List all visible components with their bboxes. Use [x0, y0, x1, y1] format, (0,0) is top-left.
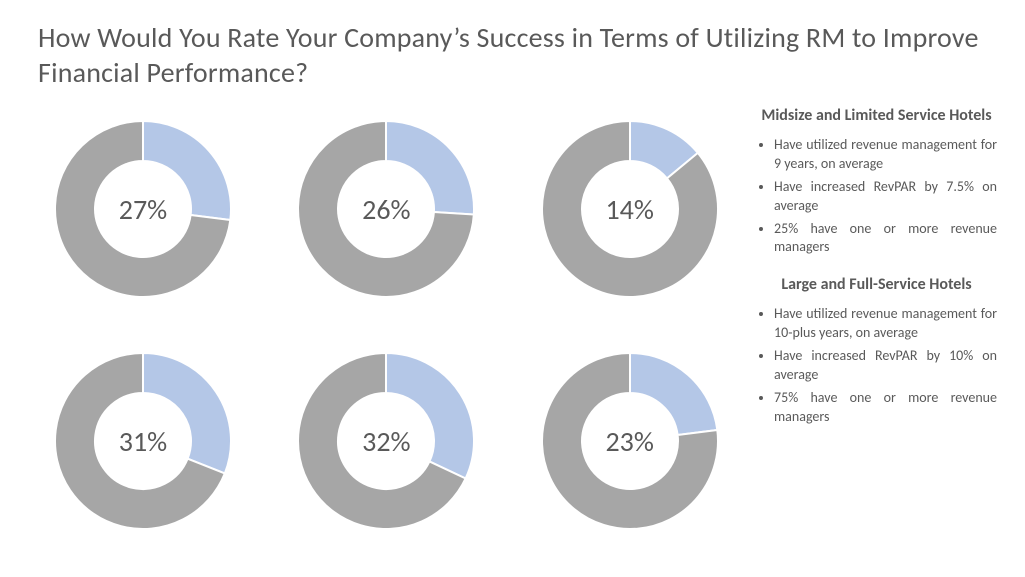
donut-chart: 26% — [281, 104, 491, 314]
donut-svg — [281, 104, 491, 314]
donut-segment-highlight — [630, 353, 717, 435]
list-item: Have increased RevPAR by 7.5% on average — [774, 178, 997, 216]
slide-title: How Would You Rate Your Company’s Succes… — [38, 20, 997, 90]
sidebar-heading-1: Midsize and Limited Service Hotels — [756, 106, 997, 126]
list-item: 25% have one or more revenue managers — [774, 220, 997, 258]
donut-svg — [38, 336, 248, 546]
list-item: Have increased RevPAR by 10% on average — [774, 347, 997, 385]
list-item: 75% have one or more revenue managers — [774, 389, 997, 427]
sidebar-heading-2: Large and Full-Service Hotels — [756, 275, 997, 295]
donut-segment-highlight — [143, 121, 231, 220]
donut-svg — [525, 104, 735, 314]
sidebar: Midsize and Limited Service Hotels Have … — [756, 104, 997, 546]
donut-svg — [38, 104, 248, 314]
donut-chart: 23% — [525, 336, 735, 546]
slide-body: 27% 26% 14% 31% 32% 23% — [38, 104, 997, 546]
list-item: Have utilized revenue management for 9 y… — [774, 136, 997, 174]
slide: How Would You Rate Your Company’s Succes… — [0, 0, 1025, 577]
list-item: Have utilized revenue management for 10-… — [774, 305, 997, 343]
donut-chart: 32% — [281, 336, 491, 546]
donut-segment-highlight — [386, 353, 474, 478]
donut-svg — [525, 336, 735, 546]
donut-segment-highlight — [386, 121, 474, 215]
donut-chart: 27% — [38, 104, 248, 314]
sidebar-list-1: Have utilized revenue management for 9 y… — [756, 136, 997, 257]
donut-chart: 31% — [38, 336, 248, 546]
sidebar-list-2: Have utilized revenue management for 10-… — [756, 305, 997, 426]
donut-segment-highlight — [143, 353, 231, 473]
donut-grid: 27% 26% 14% 31% 32% 23% — [38, 104, 738, 546]
donut-chart: 14% — [525, 104, 735, 314]
donut-svg — [281, 336, 491, 546]
